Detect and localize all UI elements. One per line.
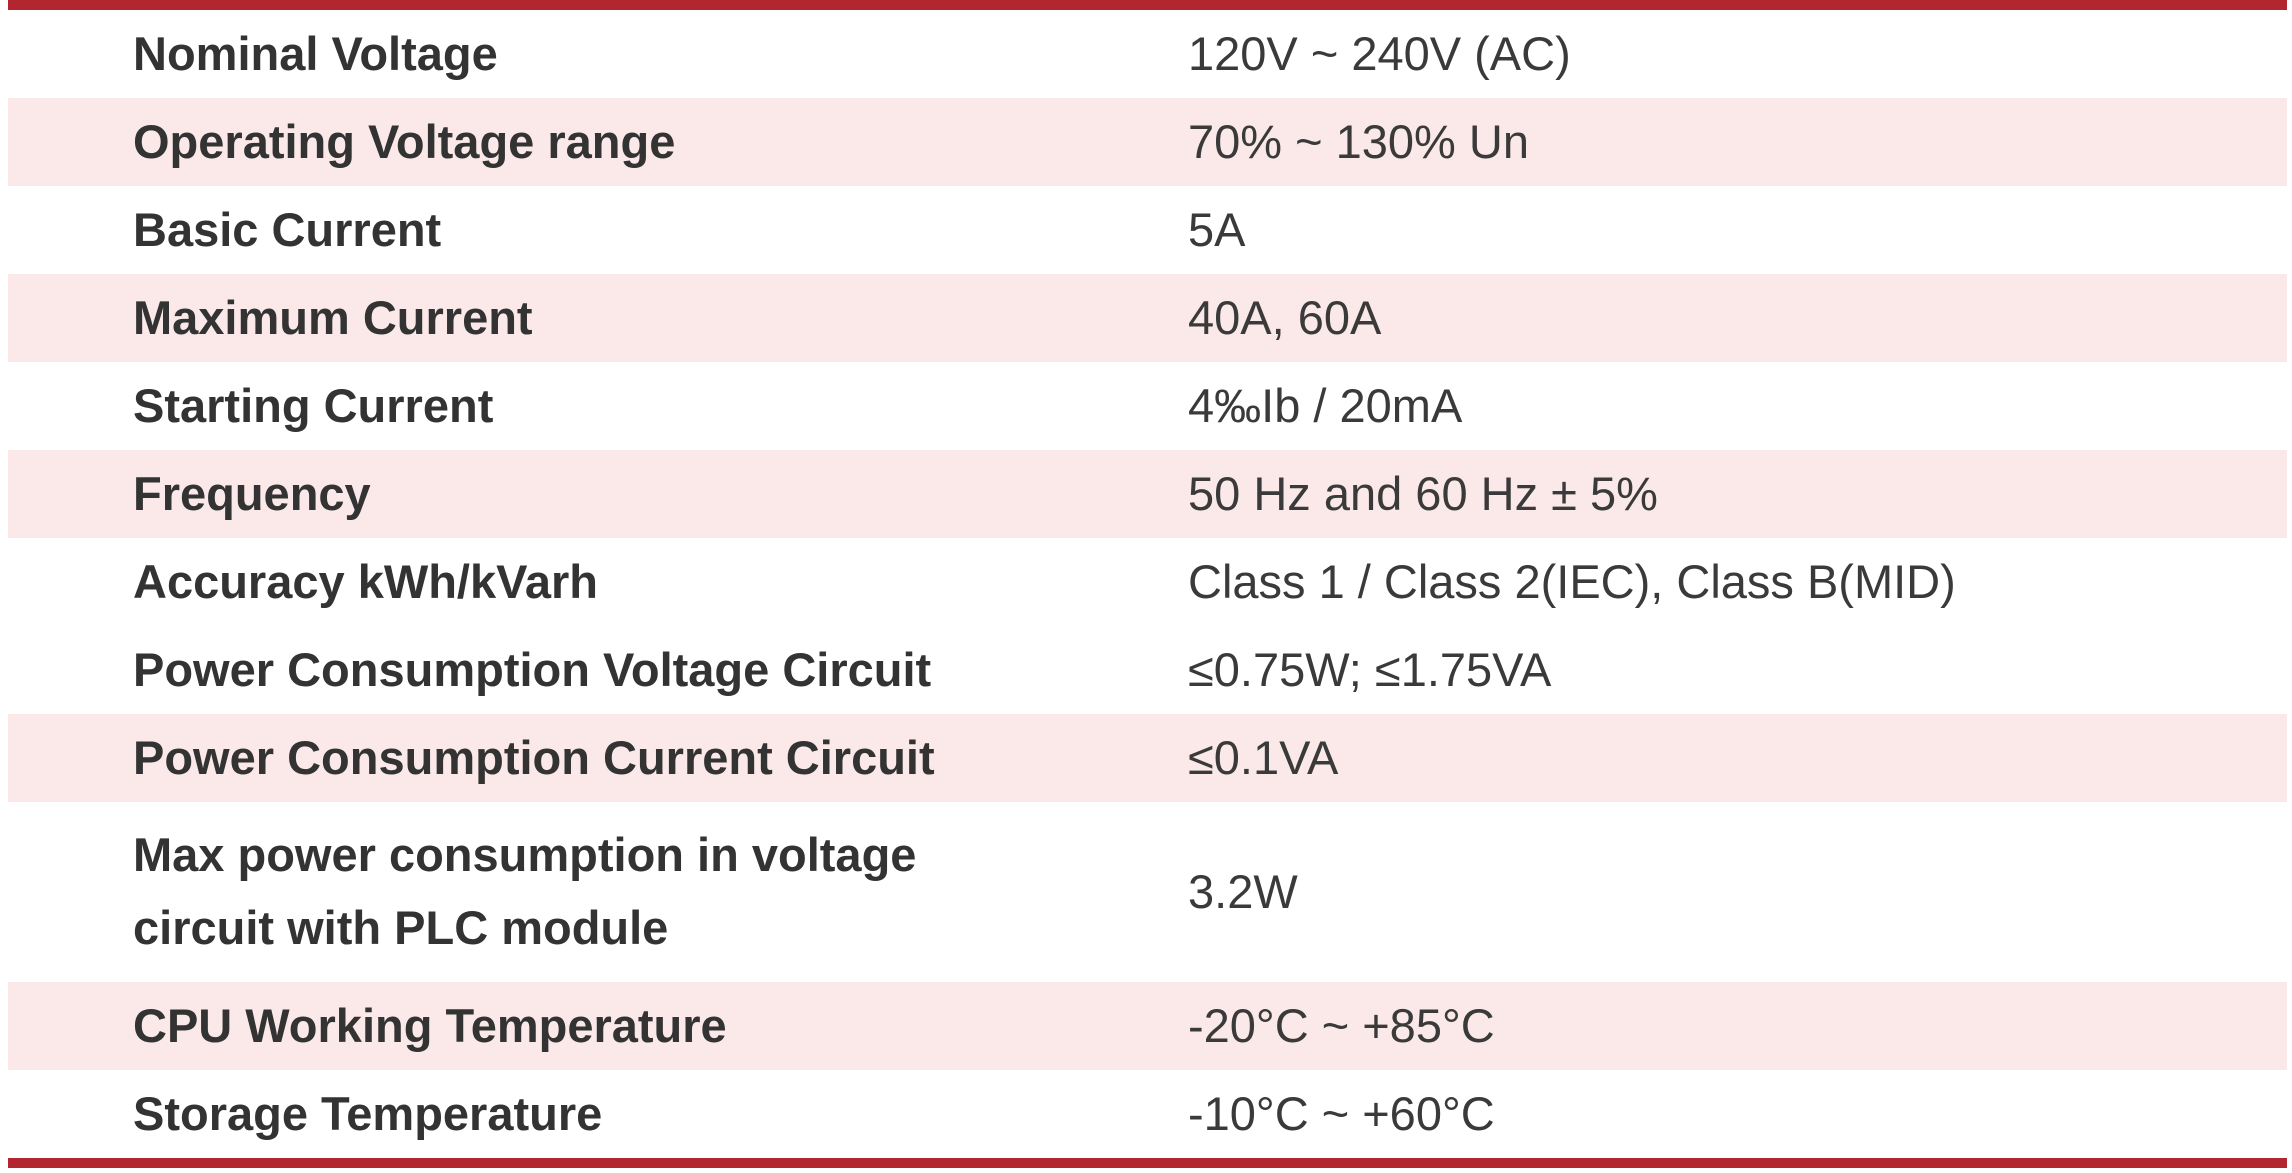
spec-label: Nominal Voltage xyxy=(133,26,498,80)
spec-row: Maximum Current 40A, 60A xyxy=(8,274,2287,362)
spec-value: 4‰Ib / 20mA xyxy=(1188,379,1463,433)
spec-value: 5A xyxy=(1188,203,1246,257)
spec-row: Storage Temperature -10°C ~ +60°C xyxy=(8,1070,2287,1158)
spec-label: Accuracy kWh/kVarh xyxy=(133,554,598,608)
spec-value: 40A, 60A xyxy=(1188,291,1382,345)
spec-row: Starting Current 4‰Ib / 20mA xyxy=(8,362,2287,450)
spec-label: Power Consumption Current Circuit xyxy=(133,730,935,784)
spec-value: 3.2W xyxy=(1188,865,1298,919)
spec-row: Power Consumption Current Circuit ≤0.1VA xyxy=(8,714,2287,802)
spec-label: Power Consumption Voltage Circuit xyxy=(133,642,932,696)
bottom-rule xyxy=(8,1158,2287,1168)
top-rule xyxy=(8,0,2287,10)
spec-value: 70% ~ 130% Un xyxy=(1188,115,1529,169)
spec-row: Accuracy kWh/kVarh Class 1 / Class 2(IEC… xyxy=(8,538,2287,626)
spec-value: Class 1 / Class 2(IEC), Class B(MID) xyxy=(1188,555,1956,609)
specification-table: Nominal Voltage 120V ~ 240V (AC) Operati… xyxy=(8,0,2287,1168)
spec-label: Starting Current xyxy=(133,378,494,432)
spec-label: Frequency xyxy=(133,466,371,520)
spec-label: Basic Current xyxy=(133,202,442,256)
spec-value: ≤0.75W; ≤1.75VA xyxy=(1188,643,1552,697)
spec-row: Nominal Voltage 120V ~ 240V (AC) xyxy=(8,10,2287,98)
spec-value: 50 Hz and 60 Hz ± 5% xyxy=(1188,467,1658,521)
spec-row: Max power consumption in voltage circuit… xyxy=(8,802,2287,982)
spec-value: 120V ~ 240V (AC) xyxy=(1188,27,1571,81)
spec-value: -10°C ~ +60°C xyxy=(1188,1087,1495,1141)
spec-label: Operating Voltage range xyxy=(133,114,676,168)
spec-label: Storage Temperature xyxy=(133,1086,603,1140)
spec-row: CPU Working Temperature -20°C ~ +85°C xyxy=(8,982,2287,1070)
spec-row: Basic Current 5A xyxy=(8,186,2287,274)
spec-label: Maximum Current xyxy=(133,290,533,344)
spec-label: CPU Working Temperature xyxy=(133,998,727,1052)
spec-label: Max power consumption in voltage circuit… xyxy=(133,828,917,954)
spec-row: Operating Voltage range 70% ~ 130% Un xyxy=(8,98,2287,186)
spec-row: Power Consumption Voltage Circuit ≤0.75W… xyxy=(8,626,2287,714)
spec-rows: Nominal Voltage 120V ~ 240V (AC) Operati… xyxy=(8,10,2287,1158)
spec-row: Frequency 50 Hz and 60 Hz ± 5% xyxy=(8,450,2287,538)
spec-value: ≤0.1VA xyxy=(1188,731,1339,785)
spec-value: -20°C ~ +85°C xyxy=(1188,999,1495,1053)
